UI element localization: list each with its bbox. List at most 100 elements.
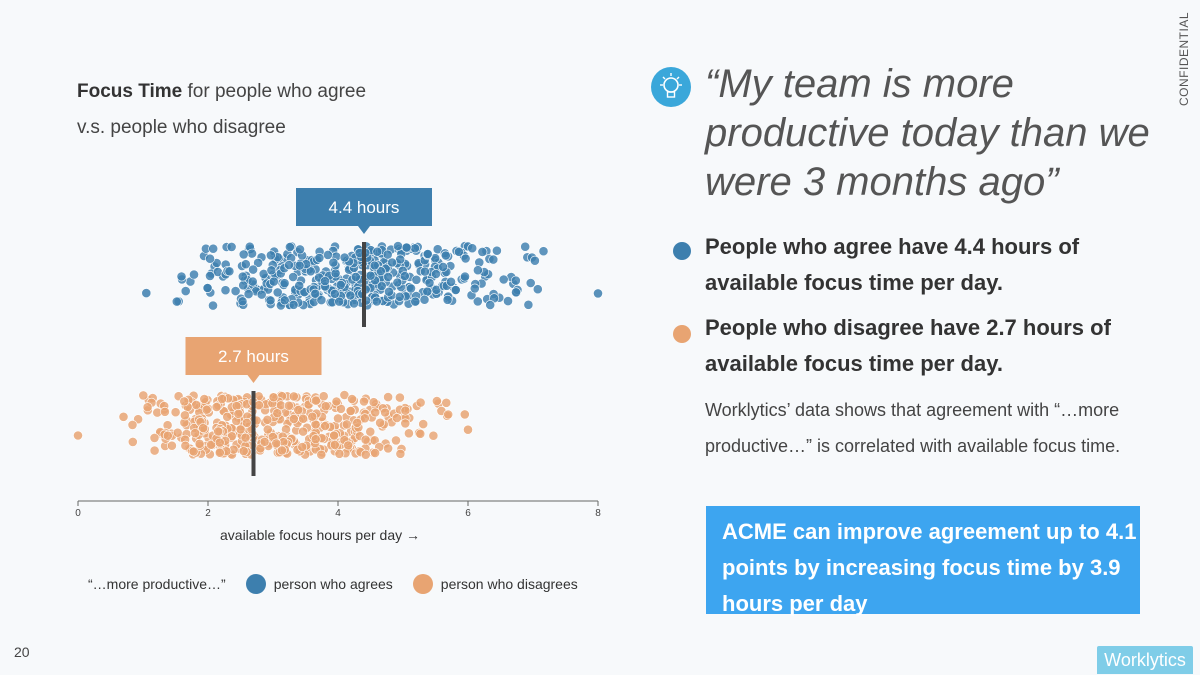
point-disagree xyxy=(127,436,138,447)
point-agree xyxy=(472,265,483,276)
point-disagree xyxy=(262,424,273,435)
point-disagree xyxy=(179,410,190,421)
point-agree xyxy=(226,242,237,252)
point-agree xyxy=(334,296,345,307)
point-disagree xyxy=(201,404,212,415)
point-disagree xyxy=(331,396,342,407)
point-agree xyxy=(460,253,471,264)
point-disagree xyxy=(172,427,183,438)
point-agree xyxy=(488,254,499,265)
point-agree xyxy=(371,296,382,307)
point-agree xyxy=(410,296,421,307)
point-agree xyxy=(243,289,254,299)
point-disagree xyxy=(333,413,343,424)
point-disagree xyxy=(162,430,173,441)
point-agree xyxy=(372,246,383,257)
point-agree xyxy=(295,244,305,255)
point-agree xyxy=(305,266,316,277)
point-disagree xyxy=(149,432,160,443)
point-disagree xyxy=(334,448,345,459)
point-disagree xyxy=(428,430,439,441)
legend-agree-swatch xyxy=(245,574,266,594)
point-disagree-outlier xyxy=(463,424,473,435)
point-disagree xyxy=(298,426,308,437)
point-agree xyxy=(238,249,249,260)
bullet-disagree: People who disagree have 2.7 hours of av… xyxy=(705,315,1111,376)
point-disagree xyxy=(198,423,209,433)
chart-title: Focus Time for people who agree v.s. peo… xyxy=(77,74,366,146)
point-agree xyxy=(525,278,536,288)
point-disagree xyxy=(217,393,228,404)
legend: “…more productive…” person who agrees pe… xyxy=(88,572,578,596)
chart-title-rest: for people who agree xyxy=(182,81,367,102)
point-disagree xyxy=(166,440,177,451)
point-agree xyxy=(272,287,283,298)
point-agree xyxy=(424,278,435,288)
point-agree xyxy=(256,289,267,300)
point-disagree xyxy=(370,448,380,458)
point-disagree xyxy=(272,408,283,419)
point-agree xyxy=(171,296,182,307)
point-agree xyxy=(205,271,215,281)
marker-label-disagree: 2.7 hours xyxy=(218,347,289,366)
point-agree xyxy=(320,276,330,286)
point-agree xyxy=(532,284,543,295)
point-disagree xyxy=(365,426,376,437)
point-agree xyxy=(411,274,422,285)
legend-title: “…more productive…” xyxy=(88,576,226,592)
point-agree xyxy=(266,265,277,276)
point-disagree xyxy=(271,438,282,449)
point-agree xyxy=(224,266,235,277)
point-agree xyxy=(268,276,279,287)
point-agree xyxy=(383,272,393,282)
point-disagree xyxy=(235,424,246,435)
point-agree xyxy=(248,264,258,275)
point-agree xyxy=(284,242,295,252)
point-disagree xyxy=(320,401,331,412)
point-disagree xyxy=(383,392,393,402)
lightbulb-icon xyxy=(651,67,691,107)
point-agree xyxy=(345,290,356,301)
point-agree xyxy=(520,241,531,252)
point-disagree xyxy=(259,436,270,447)
point-agree xyxy=(446,276,456,287)
point-agree xyxy=(369,260,380,271)
point-disagree xyxy=(214,447,225,458)
point-disagree xyxy=(297,442,308,452)
legend-agree-label: person who agrees xyxy=(273,576,393,592)
point-agree xyxy=(208,243,219,254)
point-disagree xyxy=(400,418,411,429)
point-disagree xyxy=(318,391,329,402)
point-agree xyxy=(422,249,433,259)
point-disagree xyxy=(391,435,401,446)
point-disagree xyxy=(238,446,249,456)
point-agree xyxy=(238,280,249,291)
x-tick-label: 4 xyxy=(335,508,341,519)
bullet-agree-dot xyxy=(673,242,691,260)
point-disagree xyxy=(339,390,350,400)
point-disagree xyxy=(190,428,200,438)
x-tick-label: 6 xyxy=(465,508,471,519)
point-disagree xyxy=(276,445,287,456)
point-agree xyxy=(237,271,248,282)
point-agree xyxy=(440,250,451,261)
quote-text: “My team is more productive today than w… xyxy=(705,62,1150,204)
point-agree xyxy=(180,286,191,296)
point-agree xyxy=(410,243,420,254)
bullet-agree: People who agree have 4.4 hours of avail… xyxy=(705,234,1080,295)
point-agree xyxy=(530,255,540,266)
point-agree xyxy=(205,253,215,264)
legend-disagree-swatch xyxy=(412,574,433,594)
point-disagree xyxy=(403,428,414,439)
point-agree xyxy=(279,295,290,306)
point-disagree xyxy=(214,437,225,448)
point-disagree xyxy=(310,395,321,406)
point-disagree xyxy=(149,445,160,456)
point-disagree xyxy=(293,404,304,415)
point-disagree xyxy=(370,407,381,418)
point-disagree xyxy=(360,434,371,445)
x-axis-label: available focus hours per day → xyxy=(220,527,420,543)
point-agree xyxy=(288,299,299,310)
point-disagree xyxy=(400,405,411,416)
point-disagree xyxy=(310,434,321,445)
